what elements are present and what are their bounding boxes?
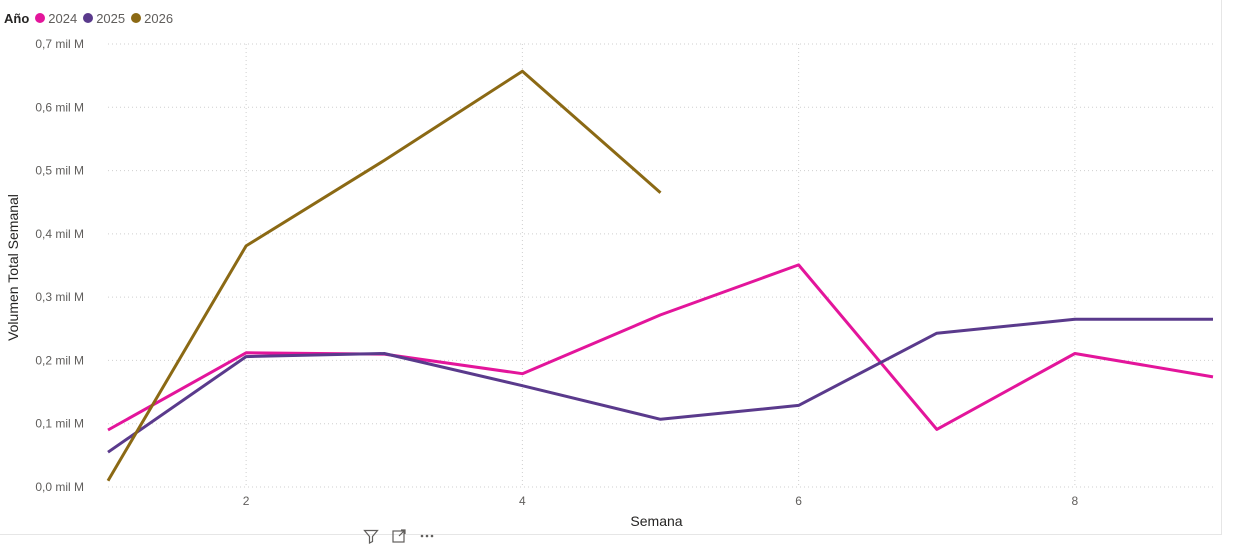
line-chart: 0,0 mil M 0,1 mil M 0,2 mil M 0,3 mil M 0,4 …	[5, 37, 1214, 529]
legend-label-2026: 2026	[144, 10, 174, 26]
legend-marker-2024	[35, 13, 46, 23]
x-tick-label: 6	[795, 494, 802, 508]
y-tick-label: 0,5 mil M	[35, 164, 84, 178]
more-options-icon[interactable]	[418, 527, 436, 545]
series-line-2026[interactable]	[106, 69, 662, 482]
filter-icon[interactable]	[362, 527, 380, 545]
legend-item-2024[interactable]: 2024	[35, 11, 77, 26]
gridlines	[108, 43, 1213, 488]
series-line-2025[interactable]	[107, 317, 1213, 454]
series-line-2024[interactable]	[107, 263, 1214, 432]
y-axis-ticks: 0,0 mil M 0,1 mil M 0,2 mil M 0,3 mil M 0,4 …	[35, 37, 84, 494]
legend: Año 2024 2025 2026	[4, 9, 179, 27]
x-tick-label: 8	[1072, 494, 1079, 508]
legend-item-2025[interactable]: 2025	[83, 11, 125, 26]
x-tick-label: 2	[243, 494, 250, 508]
x-axis-title: Semana	[630, 513, 682, 529]
y-tick-label: 0,0 mil M	[35, 480, 84, 494]
y-tick-label: 0,2 mil M	[35, 353, 84, 367]
x-tick-label: 4	[519, 494, 526, 508]
y-tick-label: 0,6 mil M	[35, 100, 84, 114]
y-tick-label: 0,1 mil M	[35, 417, 84, 431]
visual-header-toolbar	[362, 527, 436, 545]
x-axis-ticks: 2 4 6 8	[243, 494, 1079, 508]
y-tick-label: 0,4 mil M	[35, 227, 84, 241]
y-tick-label: 0,3 mil M	[35, 290, 84, 304]
legend-marker-2025	[83, 13, 94, 23]
legend-title: Año	[4, 10, 30, 26]
y-tick-label: 0,7 mil M	[35, 37, 84, 51]
legend-item-2026[interactable]: 2026	[131, 11, 173, 26]
legend-marker-2026	[131, 13, 142, 23]
legend-label-2025: 2025	[96, 10, 126, 26]
legend-label-2024: 2024	[48, 10, 78, 26]
series-lines	[106, 69, 1214, 482]
focus-mode-icon[interactable]	[390, 527, 408, 545]
y-axis-title: Volumen Total Semanal	[5, 194, 21, 341]
chart-visual: Año 2024 2025 2026 0,0 mil M 0,1 mil M 0,2…	[0, 0, 1222, 535]
